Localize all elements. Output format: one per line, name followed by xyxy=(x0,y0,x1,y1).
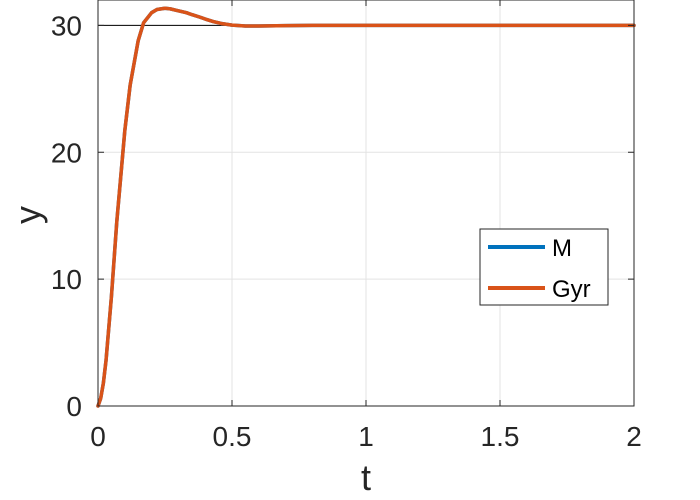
legend-label-m: M xyxy=(552,235,572,262)
x-tick-label: 1 xyxy=(358,421,374,452)
y-tick-label: 10 xyxy=(51,264,82,295)
x-axis-label: t xyxy=(361,457,371,498)
y-tick-label: 30 xyxy=(51,10,82,41)
x-tick-label: 0.5 xyxy=(213,421,252,452)
x-tick-label: 0 xyxy=(90,421,106,452)
series-line-gyr xyxy=(96,6,636,408)
legend-label-gyr: Gyr xyxy=(552,276,591,303)
y-tick-label: 20 xyxy=(51,137,82,168)
y-axis-label: y xyxy=(7,206,48,224)
tick-marks xyxy=(97,0,635,407)
y-tick-labels: 0 10 20 30 xyxy=(51,10,82,422)
y-tick-label: 0 xyxy=(66,391,82,422)
legend-box xyxy=(479,228,609,306)
x-tick-label: 2 xyxy=(626,421,642,452)
series-lines xyxy=(96,6,636,408)
x-tick-labels: 0 0.5 1 1.5 2 xyxy=(90,421,642,452)
x-tick-label: 1.5 xyxy=(481,421,520,452)
legend: M Gyr xyxy=(479,228,609,306)
